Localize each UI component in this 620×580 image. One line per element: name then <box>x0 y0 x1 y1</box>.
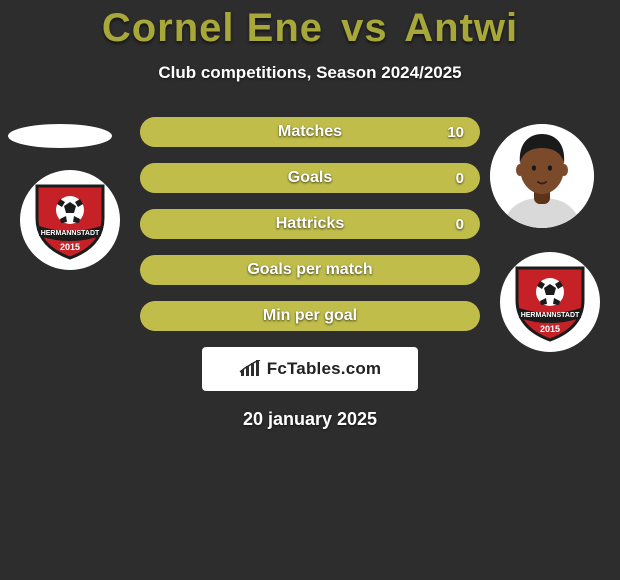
subtitle: Club competitions, Season 2024/2025 <box>0 63 620 83</box>
stat-label: Goals <box>140 163 480 193</box>
stats-container: Matches10Goals0Hattricks0Goals per match… <box>140 117 480 331</box>
player-right-avatar <box>490 124 594 228</box>
player-face-icon <box>490 124 594 228</box>
stat-value-right: 10 <box>447 117 464 147</box>
stat-label: Min per goal <box>140 301 480 331</box>
watermark: FcTables.com <box>202 347 418 391</box>
club-crest-left: HERMANNSTADT 2015 <box>20 170 120 270</box>
stat-label: Goals per match <box>140 255 480 285</box>
title-player-right: Antwi <box>404 6 518 50</box>
stat-row: Matches10 <box>140 117 480 147</box>
stat-row: Goals per match <box>140 255 480 285</box>
title-player-left: Cornel Ene <box>102 6 323 50</box>
watermark-text: FcTables.com <box>267 359 382 379</box>
stat-row: Hattricks0 <box>140 209 480 239</box>
svg-text:2015: 2015 <box>540 324 560 334</box>
stat-label: Matches <box>140 117 480 147</box>
stat-value-right: 0 <box>456 209 464 239</box>
date-label: 20 january 2025 <box>0 409 620 430</box>
stat-row: Goals0 <box>140 163 480 193</box>
player-left-avatar-placeholder <box>8 124 112 148</box>
stat-value-right: 0 <box>456 163 464 193</box>
page-title: Cornel Ene vs Antwi <box>0 0 620 51</box>
bar-chart-icon <box>239 360 261 378</box>
shield-icon: HERMANNSTADT 2015 <box>33 180 107 260</box>
club-crest-right: HERMANNSTADT 2015 <box>500 252 600 352</box>
svg-text:HERMANNSTADT: HERMANNSTADT <box>521 312 580 319</box>
svg-text:2015: 2015 <box>60 242 80 252</box>
svg-text:HERMANNSTADT: HERMANNSTADT <box>41 230 100 237</box>
shield-icon: HERMANNSTADT 2015 <box>513 262 587 342</box>
stat-label: Hattricks <box>140 209 480 239</box>
stat-row: Min per goal <box>140 301 480 331</box>
title-vs: vs <box>341 6 388 50</box>
